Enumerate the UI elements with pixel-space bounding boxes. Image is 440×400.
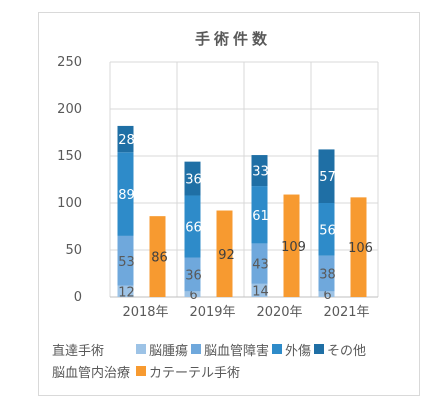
chart-title: 手術件数 <box>195 30 271 48</box>
data-label: 61 <box>252 209 269 224</box>
data-label: 36 <box>185 173 202 188</box>
data-label: 38 <box>319 268 336 283</box>
legend-label: カテーテル手術 <box>149 366 240 381</box>
data-label: 56 <box>319 223 336 238</box>
data-label: 92 <box>218 248 235 263</box>
data-label: 89 <box>118 188 135 203</box>
x-tick-label: 2021年 <box>323 305 369 320</box>
data-label: 43 <box>252 258 269 273</box>
legend-label: 外傷 <box>285 344 311 359</box>
x-tick-label: 2020年 <box>256 305 302 320</box>
x-tick-label: 2018年 <box>122 305 168 320</box>
bar-stacked <box>117 285 134 297</box>
bar-stacked <box>117 235 134 286</box>
chart-frame <box>38 12 420 396</box>
data-label: 109 <box>281 240 306 255</box>
y-tick-label: 250 <box>57 55 82 70</box>
y-tick-label: 200 <box>57 102 82 117</box>
data-label: 106 <box>348 241 373 256</box>
bar-side <box>149 216 166 297</box>
bar-stacked <box>318 255 335 292</box>
bar-side <box>216 210 233 297</box>
y-tick-label: 150 <box>57 149 82 164</box>
data-label: 28 <box>118 133 135 148</box>
bar-stacked <box>117 152 134 236</box>
x-tick-label: 2019年 <box>189 305 235 320</box>
bar-stacked <box>251 283 268 297</box>
bar-stacked <box>117 125 134 153</box>
data-label: 6 <box>189 288 197 303</box>
legend-group-label: 脳血管内治療 <box>52 365 130 381</box>
bar-stacked <box>184 195 201 258</box>
bar-side <box>283 194 300 297</box>
legend-swatch <box>136 366 146 376</box>
bar-stacked <box>184 291 201 297</box>
data-label: 53 <box>118 255 135 270</box>
legend-swatch <box>272 344 282 354</box>
y-tick-label: 100 <box>57 196 82 211</box>
y-tick-label: 50 <box>65 243 82 258</box>
data-label: 86 <box>151 251 168 266</box>
legend-swatch <box>191 344 201 354</box>
legend-swatch <box>314 344 324 354</box>
legend-label: その他 <box>327 344 366 359</box>
data-label: 66 <box>185 221 202 236</box>
data-label: 14 <box>252 284 269 299</box>
data-label: 6 <box>323 288 331 303</box>
data-label: 36 <box>185 268 202 283</box>
bar-stacked <box>318 291 335 297</box>
bar-stacked <box>251 155 268 187</box>
legend-label: 脳血管障害 <box>204 343 269 359</box>
bar-stacked <box>184 257 201 292</box>
bar-stacked <box>251 243 268 284</box>
bar-stacked <box>318 149 335 203</box>
bar-stacked <box>318 203 335 256</box>
data-label: 33 <box>252 165 269 180</box>
y-tick-label: 0 <box>74 290 82 305</box>
legend-group-label: 直達手術 <box>52 344 104 359</box>
legend-swatch <box>136 344 146 354</box>
bar-side <box>350 197 367 297</box>
legend-label: 脳腫瘍 <box>149 343 188 359</box>
bar-stacked <box>184 161 201 196</box>
data-label: 57 <box>319 170 336 185</box>
data-label: 12 <box>118 285 135 300</box>
bar-stacked <box>251 186 268 244</box>
